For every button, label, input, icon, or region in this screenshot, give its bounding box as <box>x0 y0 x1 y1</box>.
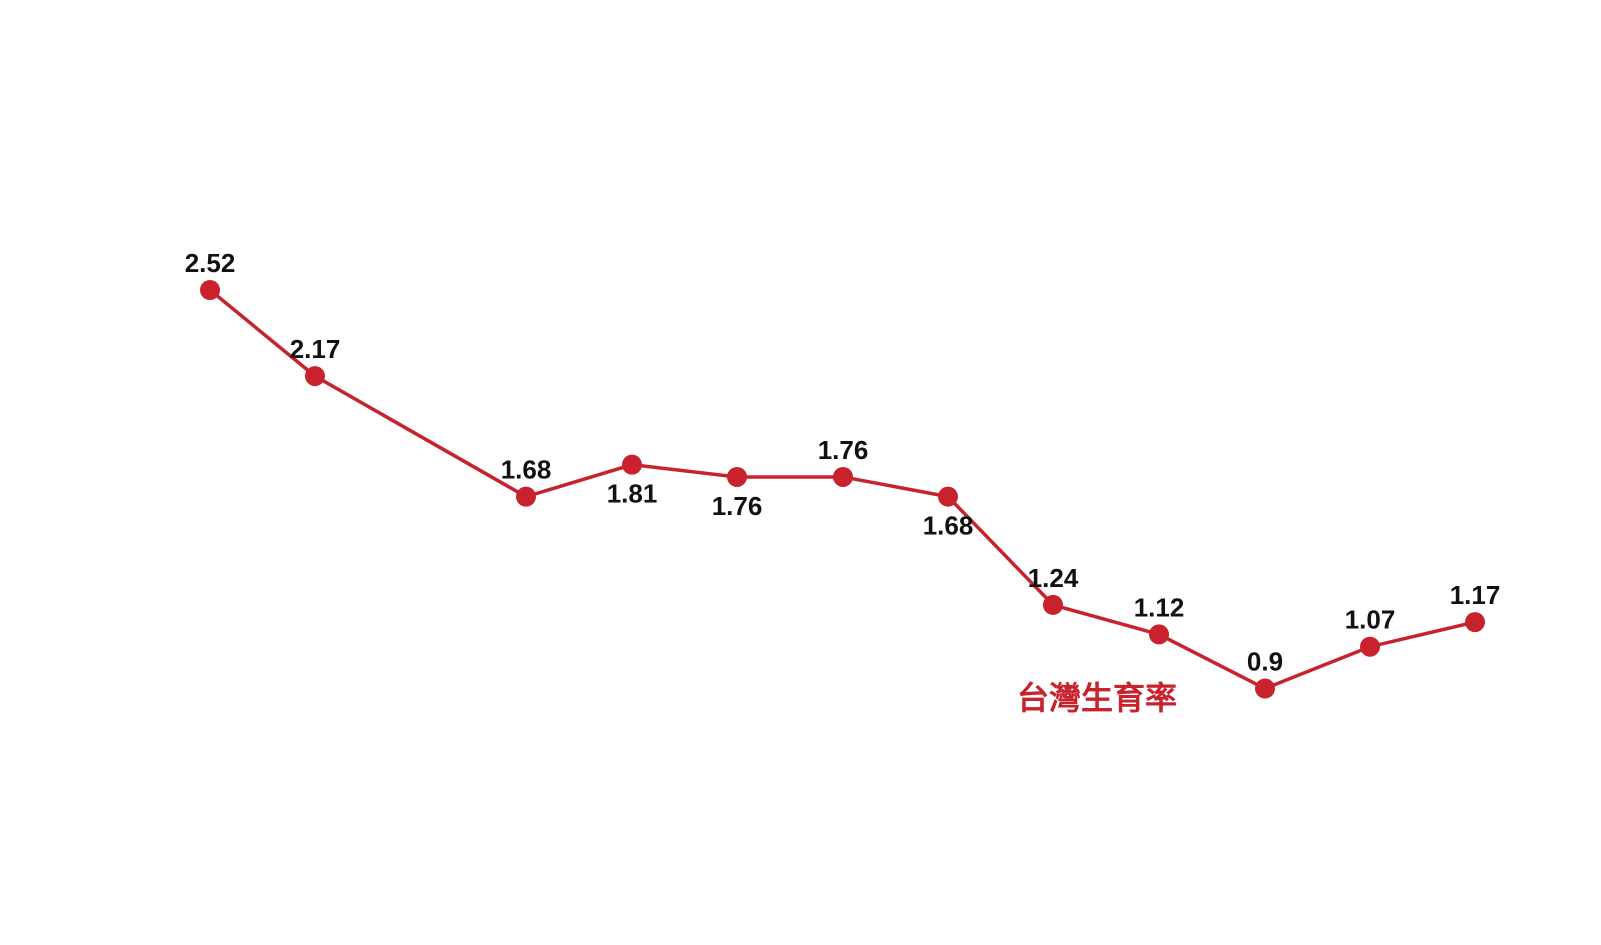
data-label: 0.9 <box>1247 647 1283 677</box>
data-label: 1.76 <box>712 491 763 521</box>
data-point <box>200 280 220 300</box>
data-point <box>727 466 747 487</box>
data-point <box>833 466 853 487</box>
data-label: 1.12 <box>1134 592 1185 622</box>
data-point <box>1149 624 1169 645</box>
data-labels-layer: 2.52 2.17 1.68 1.81 1.76 1.76 1.68 1.24 1.12 0.9 1… <box>185 248 1501 677</box>
series-line-layer <box>208 288 1476 691</box>
data-point <box>622 454 642 475</box>
data-points-layer <box>200 280 1485 699</box>
data-label: 1.68 <box>923 511 974 541</box>
data-label: 1.17 <box>1450 580 1501 610</box>
data-label: 1.76 <box>818 435 869 465</box>
data-point <box>516 486 536 507</box>
data-label: 1.07 <box>1345 605 1396 635</box>
data-label: 1.81 <box>607 479 658 509</box>
data-label: 1.24 <box>1028 563 1079 593</box>
series-line <box>208 288 1476 691</box>
data-label: 1.68 <box>501 455 552 485</box>
data-point <box>1043 594 1063 615</box>
data-label: 2.17 <box>290 334 341 364</box>
data-point <box>938 486 958 507</box>
series-name-label: 台灣生育率 <box>1017 679 1177 717</box>
data-point <box>1360 636 1380 657</box>
data-point <box>1255 678 1275 699</box>
data-label: 2.52 <box>185 248 236 278</box>
data-point <box>305 366 325 387</box>
data-point <box>1465 612 1485 633</box>
